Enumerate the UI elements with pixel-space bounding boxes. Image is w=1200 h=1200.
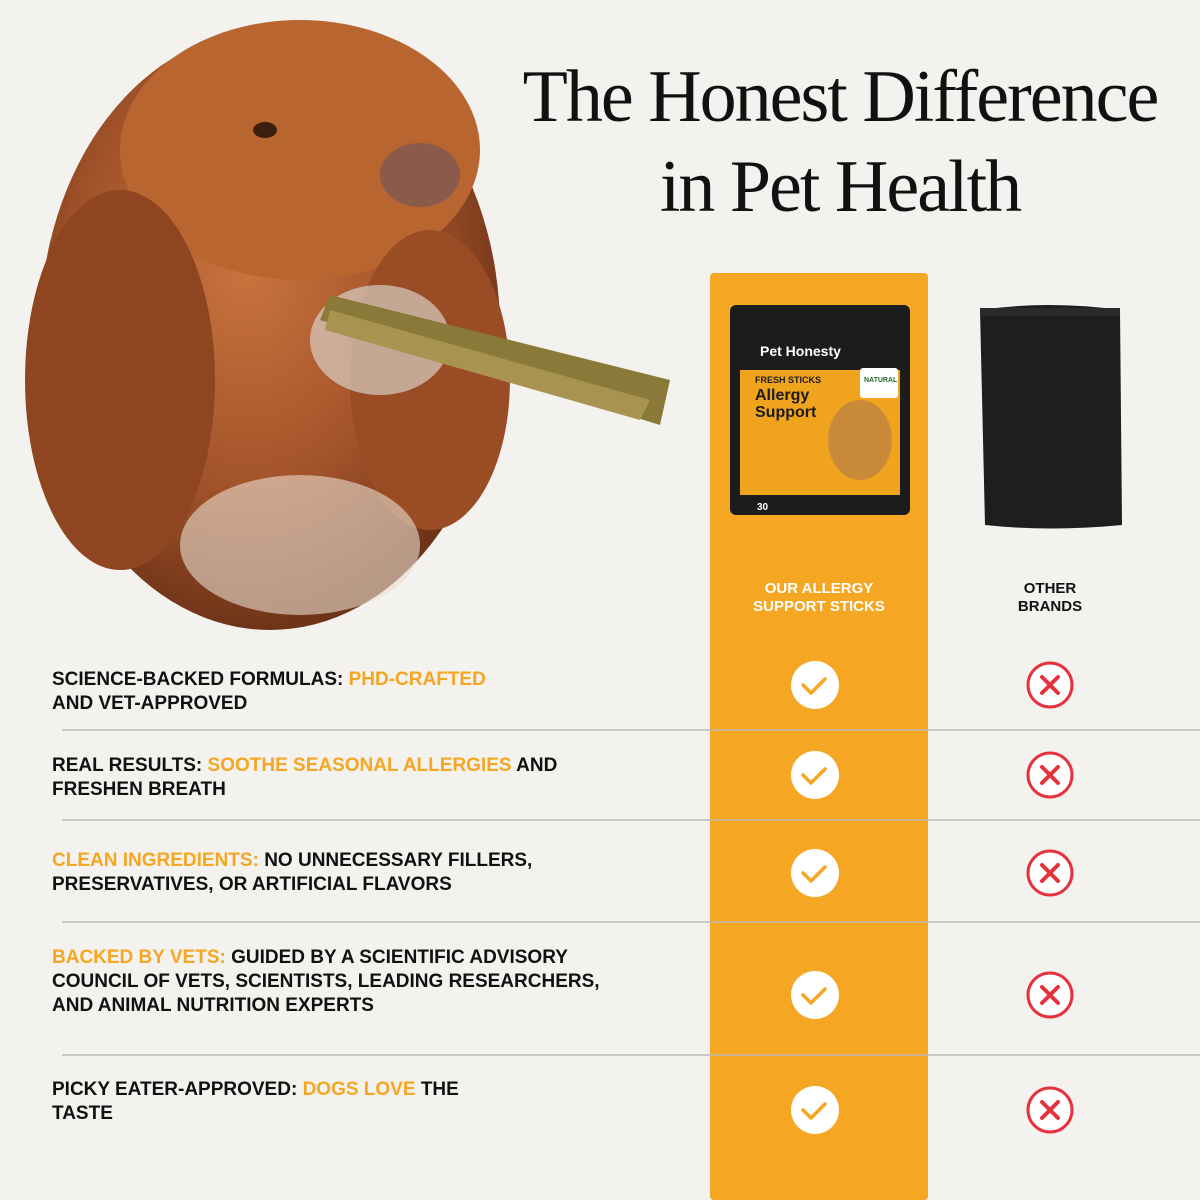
cross-icon (1026, 751, 1074, 799)
row-text: BACKED BY VETS: GUIDED BY A SCIENTIFIC A… (52, 946, 600, 1018)
header-line: OUR ALLERGY (764, 580, 874, 597)
text-line: REAL RESULTS: SOOTHE SEASONAL ALLERGIES … (52, 754, 557, 778)
text-line: FRESHEN BREATH (52, 778, 557, 802)
check-icon (791, 1086, 839, 1134)
text: PRESERVATIVES, OR ARTIFICIAL FLAVORS (52, 874, 452, 895)
dog-photo (25, 20, 670, 630)
text: THE (420, 1079, 459, 1100)
text-line: COUNCIL OF VETS, SCIENTISTS, LEADING RES… (52, 970, 600, 994)
accent-text: PHD-CRAFTED (348, 669, 486, 690)
text-line: PICKY EATER-APPROVED: DOGS LOVE THE (52, 1078, 459, 1102)
check-mark (801, 987, 827, 1005)
text-line: BACKED BY VETS: GUIDED BY A SCIENTIFIC A… (52, 946, 600, 970)
cross-icon (1026, 661, 1074, 709)
cross-mark (1040, 863, 1060, 883)
accent-text: CLEAN INGREDIENTS: (52, 850, 259, 871)
text: AND VET-APPROVED (52, 693, 248, 714)
column-header: OTHER BRANDS (940, 580, 1160, 616)
icon-circle (791, 661, 839, 709)
cross-mark (1040, 1100, 1060, 1120)
header-line: BRANDS (1017, 598, 1083, 615)
text-line: TASTE (52, 1102, 459, 1126)
product-line: FRESH STICKS (755, 375, 821, 385)
check-icon (791, 661, 839, 709)
check-mark (801, 865, 827, 883)
header-line: SUPPORT STICKS (753, 598, 885, 615)
accent-text: BACKED BY VETS: (52, 947, 226, 968)
text: NO UNNECESSARY FILLERS, (264, 850, 533, 871)
cross-mark (1040, 675, 1060, 695)
text-line: CLEAN INGREDIENTS: NO UNNECESSARY FILLER… (52, 849, 532, 873)
product-name: Allergy (755, 387, 809, 404)
text-line: AND ANIMAL NUTRITION EXPERTS (52, 994, 600, 1018)
product-count: 30 (757, 502, 769, 513)
product-brand: Pet Honesty (760, 343, 841, 359)
product-badge: NATURAL (864, 377, 898, 384)
check-icon (791, 971, 839, 1019)
text: COUNCIL OF VETS, SCIENTISTS, LEADING RES… (52, 971, 600, 992)
cross-mark (1040, 985, 1060, 1005)
title-line: The Honest Difference (522, 56, 1160, 138)
row-text: SCIENCE-BACKED FORMULAS: PHD-CRAFTED AND … (52, 668, 486, 716)
text: GUIDED BY A SCIENTIFIC ADVISORY (231, 947, 568, 968)
accent-text: SOOTHE SEASONAL ALLERGIES (207, 755, 512, 776)
icon-circle (791, 849, 839, 897)
text: AND ANIMAL NUTRITION EXPERTS (52, 995, 374, 1016)
cross-mark (1040, 765, 1060, 785)
cross-icon (1026, 1086, 1074, 1134)
check-icon (791, 751, 839, 799)
text: TASTE (52, 1103, 113, 1124)
row-text: PICKY EATER-APPROVED: DOGS LOVE THE TASTE (52, 1078, 459, 1126)
cross-icon (1026, 849, 1074, 897)
text: REAL RESULTS: (52, 755, 203, 776)
icon-circle (791, 751, 839, 799)
icon-circle (791, 1086, 839, 1134)
text: PICKY EATER-APPROVED: (52, 1079, 298, 1100)
text: FRESHEN BREATH (52, 779, 226, 800)
check-mark (801, 677, 827, 695)
check-mark (801, 767, 827, 785)
row-text: CLEAN INGREDIENTS: NO UNNECESSARY FILLER… (52, 849, 532, 897)
cross-icon (1026, 971, 1074, 1019)
text-line: SCIENCE-BACKED FORMULAS: PHD-CRAFTED (52, 668, 486, 692)
generic-package (980, 305, 1122, 529)
header-line: OTHER (1023, 580, 1077, 597)
text-line: AND VET-APPROVED (52, 692, 486, 716)
check-mark (801, 1102, 827, 1120)
check-icon (791, 849, 839, 897)
text-line: PRESERVATIVES, OR ARTIFICIAL FLAVORS (52, 873, 532, 897)
product-package: Pet Honesty FRESH STICKS Allergy Support… (730, 305, 910, 515)
product-name: Support (755, 404, 817, 421)
column-header: OUR ALLERGY SUPPORT STICKS (709, 580, 929, 616)
text: SCIENCE-BACKED FORMULAS: (52, 669, 344, 690)
title-line: in Pet Health (659, 146, 1022, 228)
row-text: REAL RESULTS: SOOTHE SEASONAL ALLERGIES … (52, 754, 557, 802)
icon-circle (791, 971, 839, 1019)
accent-text: DOGS LOVE (302, 1079, 416, 1100)
text: AND (516, 755, 558, 776)
